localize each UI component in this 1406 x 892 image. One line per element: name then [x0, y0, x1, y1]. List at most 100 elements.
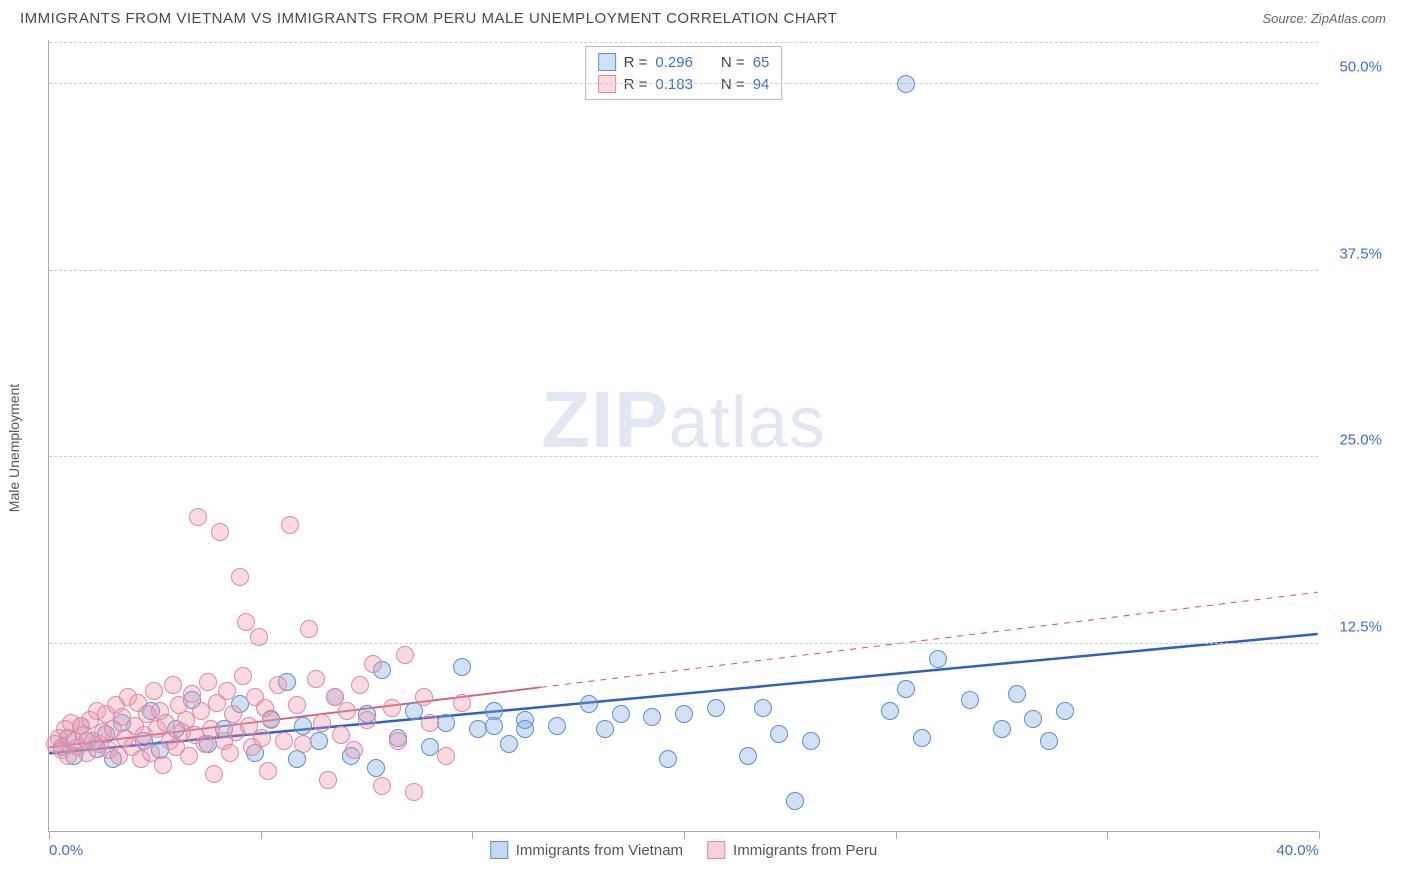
y-tick-label: 37.5%: [1339, 245, 1382, 262]
data-point: [205, 765, 223, 783]
data-point: [707, 699, 725, 717]
data-point: [453, 694, 471, 712]
data-point: [221, 744, 239, 762]
watermark: ZIPatlas: [541, 374, 826, 466]
legend-r-label: R =: [624, 76, 648, 93]
data-point: [389, 732, 407, 750]
chart-container: Male Unemployment ZIPatlas R = 0.296 N =…: [48, 40, 1388, 856]
data-point: [396, 646, 414, 664]
data-point: [1056, 702, 1074, 720]
y-tick-label: 12.5%: [1339, 619, 1382, 636]
data-point: [189, 508, 207, 526]
data-point: [373, 777, 391, 795]
gridline: [49, 456, 1318, 457]
data-point: [234, 667, 252, 685]
data-point: [313, 714, 331, 732]
legend-stat-row: R = 0.296 N = 65: [598, 51, 770, 73]
data-point: [250, 628, 268, 646]
data-point: [754, 699, 772, 717]
data-point: [164, 676, 182, 694]
y-tick-label: 25.0%: [1339, 432, 1382, 449]
data-point: [485, 717, 503, 735]
legend-r-value: 0.296: [655, 54, 693, 71]
data-point: [294, 735, 312, 753]
data-point: [453, 658, 471, 676]
legend-n-value: 65: [753, 54, 770, 71]
y-tick-label: 50.0%: [1339, 58, 1382, 75]
data-point: [1008, 685, 1026, 703]
data-point: [307, 670, 325, 688]
data-point: [961, 691, 979, 709]
x-tick-label: 0.0%: [49, 842, 83, 859]
x-tick: [1319, 831, 1320, 839]
data-point: [548, 717, 566, 735]
legend-label: Immigrants from Vietnam: [516, 842, 683, 859]
data-point: [180, 747, 198, 765]
data-point: [319, 771, 337, 789]
legend-n-value: 94: [753, 76, 770, 93]
data-point: [897, 680, 915, 698]
legend-stat-row: R = 0.183 N = 94: [598, 73, 770, 95]
legend-swatch: [598, 53, 616, 71]
legend-item: Immigrants from Vietnam: [490, 841, 683, 859]
data-point: [993, 720, 1011, 738]
data-point: [786, 792, 804, 810]
data-point: [367, 759, 385, 777]
data-point: [643, 708, 661, 726]
legend-stats: R = 0.296 N = 65 R = 0.183 N = 94: [585, 46, 783, 100]
x-tick: [684, 831, 685, 839]
data-point: [802, 732, 820, 750]
data-point: [326, 688, 344, 706]
data-point: [675, 705, 693, 723]
data-point: [237, 613, 255, 631]
data-point: [199, 673, 217, 691]
legend-r-label: R =: [624, 54, 648, 71]
x-tick: [49, 831, 50, 839]
data-point: [897, 75, 915, 93]
x-tick-label: 40.0%: [1276, 842, 1319, 859]
gridline: [49, 643, 1318, 644]
data-point: [253, 729, 271, 747]
legend-series: Immigrants from Vietnam Immigrants from …: [490, 841, 877, 859]
data-point: [580, 695, 598, 713]
data-point: [338, 702, 356, 720]
data-point: [437, 714, 455, 732]
legend-n-label: N =: [721, 76, 745, 93]
data-point: [739, 747, 757, 765]
data-point: [300, 620, 318, 638]
data-point: [364, 655, 382, 673]
data-point: [231, 568, 249, 586]
gridline: [49, 83, 1318, 84]
x-tick: [261, 831, 262, 839]
x-tick: [472, 831, 473, 839]
data-point: [262, 711, 280, 729]
data-point: [294, 717, 312, 735]
data-point: [881, 702, 899, 720]
legend-swatch: [490, 841, 508, 859]
data-point: [259, 762, 277, 780]
data-point: [421, 714, 439, 732]
data-point: [929, 650, 947, 668]
legend-swatch: [707, 841, 725, 859]
data-point: [659, 750, 677, 768]
data-point: [383, 699, 401, 717]
data-point: [358, 711, 376, 729]
data-point: [211, 523, 229, 541]
legend-swatch: [598, 75, 616, 93]
data-point: [770, 725, 788, 743]
data-point: [1040, 732, 1058, 750]
data-point: [275, 732, 293, 750]
legend-item: Immigrants from Peru: [707, 841, 877, 859]
data-point: [351, 676, 369, 694]
data-point: [281, 516, 299, 534]
legend-label: Immigrants from Peru: [733, 842, 877, 859]
data-point: [288, 696, 306, 714]
legend-n-label: N =: [721, 54, 745, 71]
data-point: [405, 783, 423, 801]
source-label: Source: ZipAtlas.com: [1262, 11, 1386, 26]
data-point: [310, 732, 328, 750]
data-point: [154, 756, 172, 774]
data-point: [218, 682, 236, 700]
data-point: [269, 676, 287, 694]
chart-title: IMMIGRANTS FROM VIETNAM VS IMMIGRANTS FR…: [20, 10, 837, 27]
